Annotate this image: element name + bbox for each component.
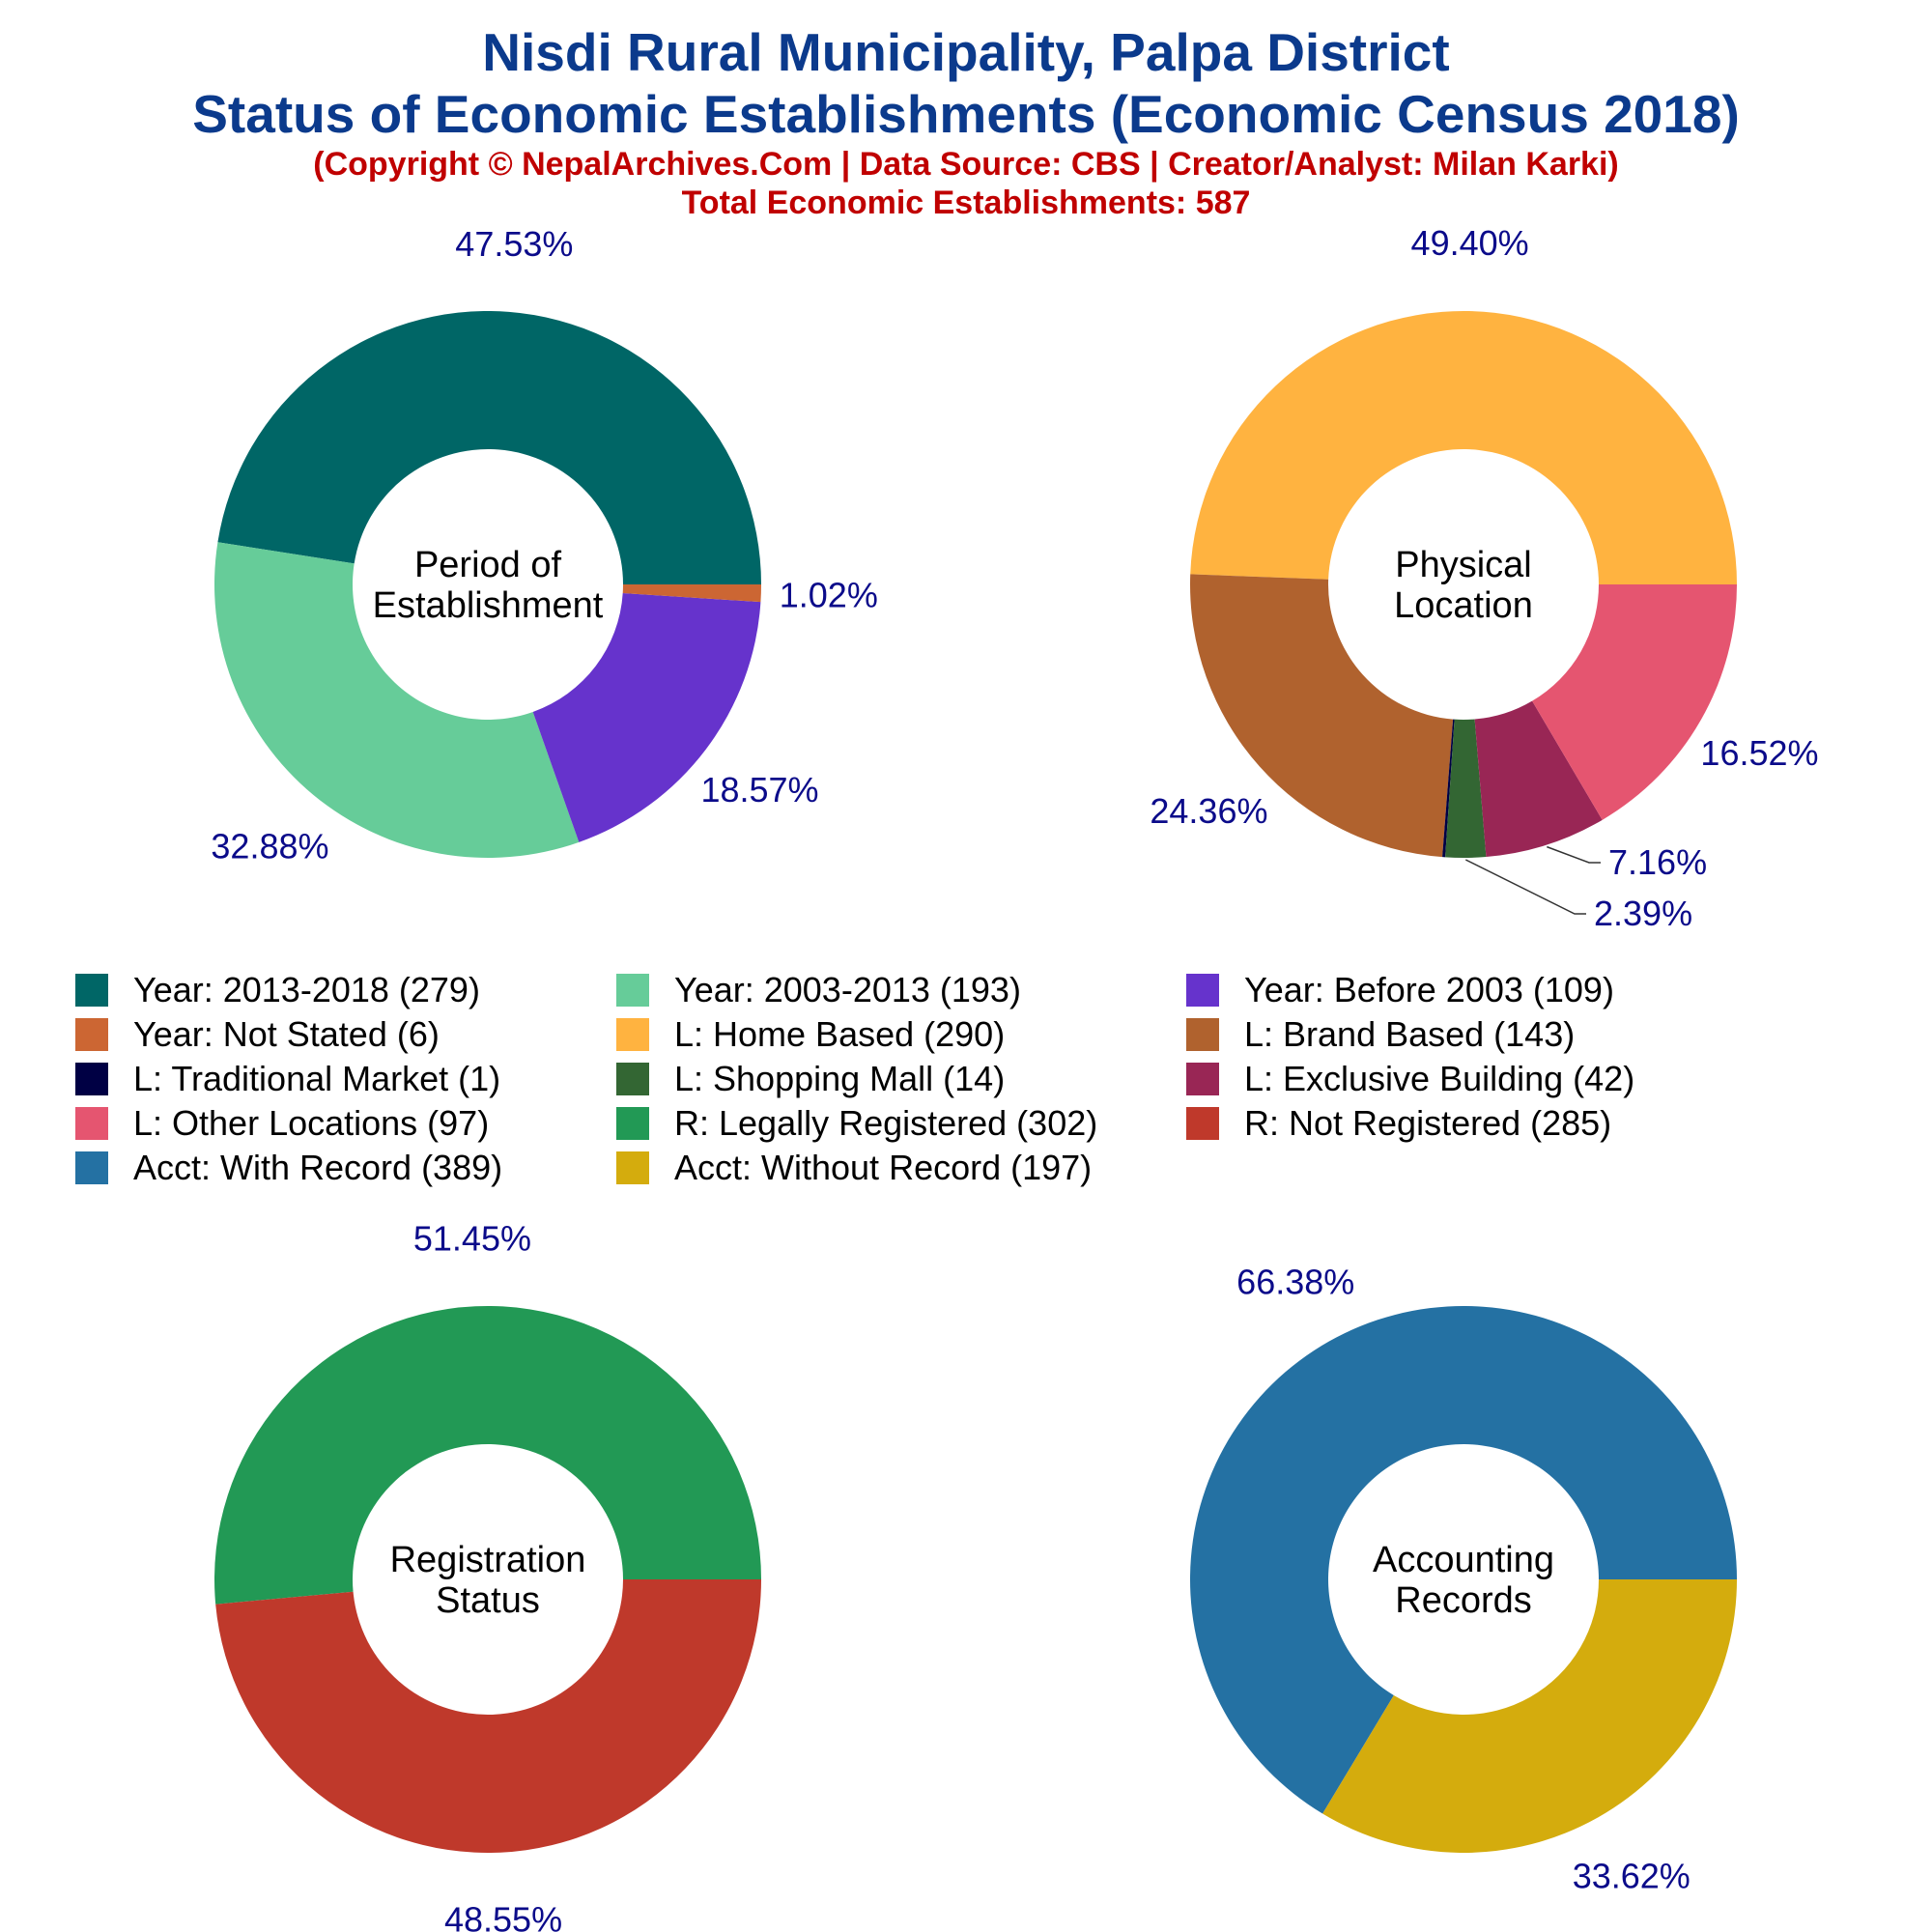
label-leader-line (1547, 845, 1601, 864)
legend-item: R: Legally Registered (302) (616, 1101, 1097, 1146)
legend-label: R: Not Registered (285) (1244, 1103, 1612, 1143)
donut-slice (1322, 1579, 1737, 1854)
slice-percent-label: 7.16% (1608, 842, 1707, 882)
legend-item: Year: Not Stated (6) (75, 1012, 440, 1057)
donut-center-label: Accounting (1373, 1540, 1554, 1580)
donut-slice (1442, 719, 1455, 858)
legend-item: L: Home Based (290) (616, 1012, 1005, 1057)
slice-percent-label: 24.36% (1150, 791, 1267, 831)
donut-slice (1190, 1306, 1737, 1814)
legend-item: Acct: Without Record (197) (616, 1146, 1092, 1190)
legend-item: L: Exclusive Building (42) (1186, 1057, 1634, 1101)
legend-swatch (1186, 1107, 1219, 1140)
legend-swatch (75, 1107, 108, 1140)
donut-slice (1190, 311, 1737, 584)
legend-swatch (616, 1151, 649, 1184)
legend-swatch (1186, 974, 1219, 1007)
chart-title-line1: Nisdi Rural Municipality, Palpa District (482, 22, 1450, 82)
donut-slice (1532, 584, 1737, 820)
legend-label: L: Other Locations (97) (133, 1103, 490, 1143)
legend-label: Year: Before 2003 (109) (1244, 970, 1614, 1009)
legend-swatch (1186, 1063, 1219, 1095)
legend-item: Year: Before 2003 (109) (1186, 968, 1614, 1012)
donut-slice (1190, 574, 1454, 858)
legend-item: Year: 2013-2018 (279) (75, 968, 480, 1012)
legend-swatch (75, 1151, 108, 1184)
legend-swatch (75, 974, 108, 1007)
legend-item: L: Traditional Market (1) (75, 1057, 500, 1101)
legend-label: R: Legally Registered (302) (674, 1103, 1098, 1143)
donut-center-label: Location (1394, 585, 1533, 626)
slice-percent-label: 66.38% (1236, 1263, 1354, 1302)
legend-swatch (75, 1063, 108, 1095)
slice-percent-label: 18.57% (700, 770, 818, 810)
donut-chart: 49.40% 24.36% 2.39% 7.16% 16.52% PhysicalLoca… (1150, 223, 1818, 933)
copyright-note: (Copyright © NepalArchives.Com | Data So… (313, 146, 1619, 183)
slice-percent-label: 49.40% (1411, 223, 1529, 263)
donut-slice (532, 592, 761, 842)
slice-percent-label: 2.39% (1594, 894, 1692, 933)
legend-label: Acct: Without Record (197) (674, 1148, 1093, 1187)
slice-percent-label: 33.62% (1573, 1856, 1690, 1895)
label-leader-line (1464, 859, 1586, 915)
slice-percent-label: 48.55% (444, 1900, 562, 1932)
slice-percent-label: 47.53% (455, 224, 573, 264)
donut-slice (622, 584, 762, 603)
donut-slice (213, 1305, 762, 1605)
legend-item: L: Brand Based (143) (1186, 1012, 1575, 1057)
legend-item: Year: 2003-2013 (193) (616, 968, 1021, 1012)
donut-center-label: Status (436, 1580, 540, 1621)
chart-header: Nisdi Rural Municipality, Palpa District… (0, 21, 1932, 222)
legend-swatch (75, 1018, 108, 1051)
donut-center-label: Physical (1395, 545, 1532, 585)
legend-label: L: Shopping Mall (14) (674, 1059, 1006, 1098)
total-establishments: Total Economic Establishments: 587 (681, 185, 1251, 221)
legend-label: L: Home Based (290) (674, 1014, 1006, 1054)
legend-label: Year: 2013-2018 (279) (133, 970, 480, 1009)
donut-chart: 47.53% 32.88% 18.57% 1.02% Period ofEstablis… (211, 224, 877, 866)
legend-item: L: Other Locations (97) (75, 1101, 489, 1146)
legend-label: L: Brand Based (143) (1244, 1014, 1576, 1054)
slice-percent-label: 32.88% (211, 827, 328, 867)
legend-item: Acct: With Record (389) (75, 1146, 502, 1190)
legend-swatch (616, 974, 649, 1007)
legend-item: R: Not Registered (285) (1186, 1101, 1611, 1146)
legend-label: Acct: With Record (389) (133, 1148, 503, 1187)
donut-slice (214, 542, 580, 858)
donut-slice (1445, 719, 1487, 858)
slice-percent-label: 16.52% (1700, 733, 1818, 773)
legend-swatch (616, 1063, 649, 1095)
legend-label: L: Traditional Market (1) (133, 1059, 501, 1098)
legend-swatch (616, 1018, 649, 1051)
legend-swatch (616, 1107, 649, 1140)
donut-slice (217, 311, 762, 584)
chart-title-line2: Status of Economic Establishments (Econo… (192, 84, 1740, 144)
slice-percent-label: 1.02% (780, 575, 878, 614)
donut-center-label: Records (1395, 1580, 1532, 1621)
donut-center-label: Establishment (373, 585, 604, 626)
donut-slice (215, 1579, 761, 1853)
legend-label: Year: 2003-2013 (193) (674, 970, 1021, 1009)
slice-percent-label: 51.45% (413, 1218, 531, 1258)
legend-item: L: Shopping Mall (14) (616, 1057, 1005, 1101)
legend-label: L: Exclusive Building (42) (1244, 1059, 1635, 1098)
donut-center-label: Registration (390, 1540, 586, 1580)
legend-label: Year: Not Stated (6) (133, 1014, 440, 1054)
donut-slice (1474, 700, 1603, 858)
donut-center-label: Period of (414, 545, 562, 585)
legend-swatch (1186, 1018, 1219, 1051)
